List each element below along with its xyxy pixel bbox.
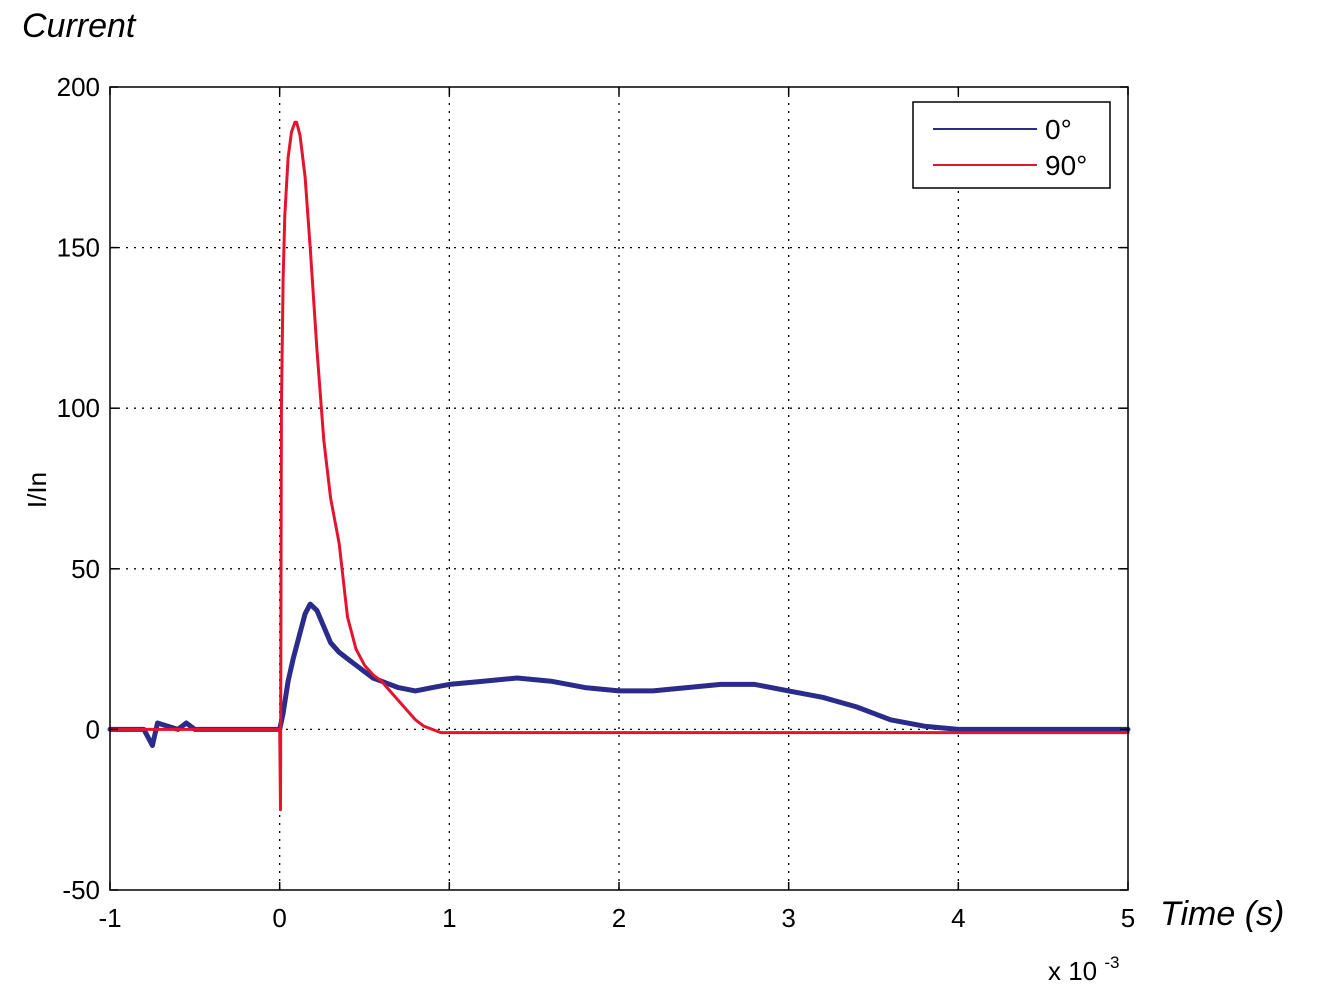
grid-lines xyxy=(110,87,1128,890)
x-tick-label: 0 xyxy=(272,903,286,933)
x-axis-multiplier: x 10 -3 xyxy=(1048,953,1120,986)
x-tick-label: 4 xyxy=(951,903,965,933)
x-tick-label: -1 xyxy=(98,903,121,933)
x-multiplier-base: x 10 xyxy=(1048,956,1097,986)
y-tick-label: -50 xyxy=(62,875,100,905)
y-axis: -50 0 50 100 150 200 xyxy=(57,72,1128,905)
x-tick-label: 3 xyxy=(781,903,795,933)
y-axis-label: I/In xyxy=(22,472,52,508)
legend-box xyxy=(912,101,1111,189)
series-line-0 xyxy=(107,601,1131,748)
series-layer xyxy=(107,120,1131,812)
x-tick-label: 1 xyxy=(442,903,456,933)
x-axis-label: Time (s) xyxy=(1160,895,1284,933)
y-tick-label: 200 xyxy=(57,72,100,102)
y-tick-label: 50 xyxy=(71,554,100,584)
x-tick-label: 5 xyxy=(1121,903,1135,933)
x-tick-label: 2 xyxy=(612,903,626,933)
x-multiplier-exponent: -3 xyxy=(1104,953,1119,972)
x-axis: -1 0 1 2 3 4 5 xyxy=(98,87,1135,933)
y-tick-label: 100 xyxy=(57,393,100,423)
series-line-1 xyxy=(108,120,1130,812)
y-tick-label: 0 xyxy=(86,714,100,744)
legend-label-90deg: 90° xyxy=(1045,150,1087,181)
y-tick-label: 150 xyxy=(57,233,100,263)
legend: 0° 90° xyxy=(912,101,1111,189)
legend-label-0deg: 0° xyxy=(1045,114,1072,145)
chart-title: Current xyxy=(22,7,137,45)
